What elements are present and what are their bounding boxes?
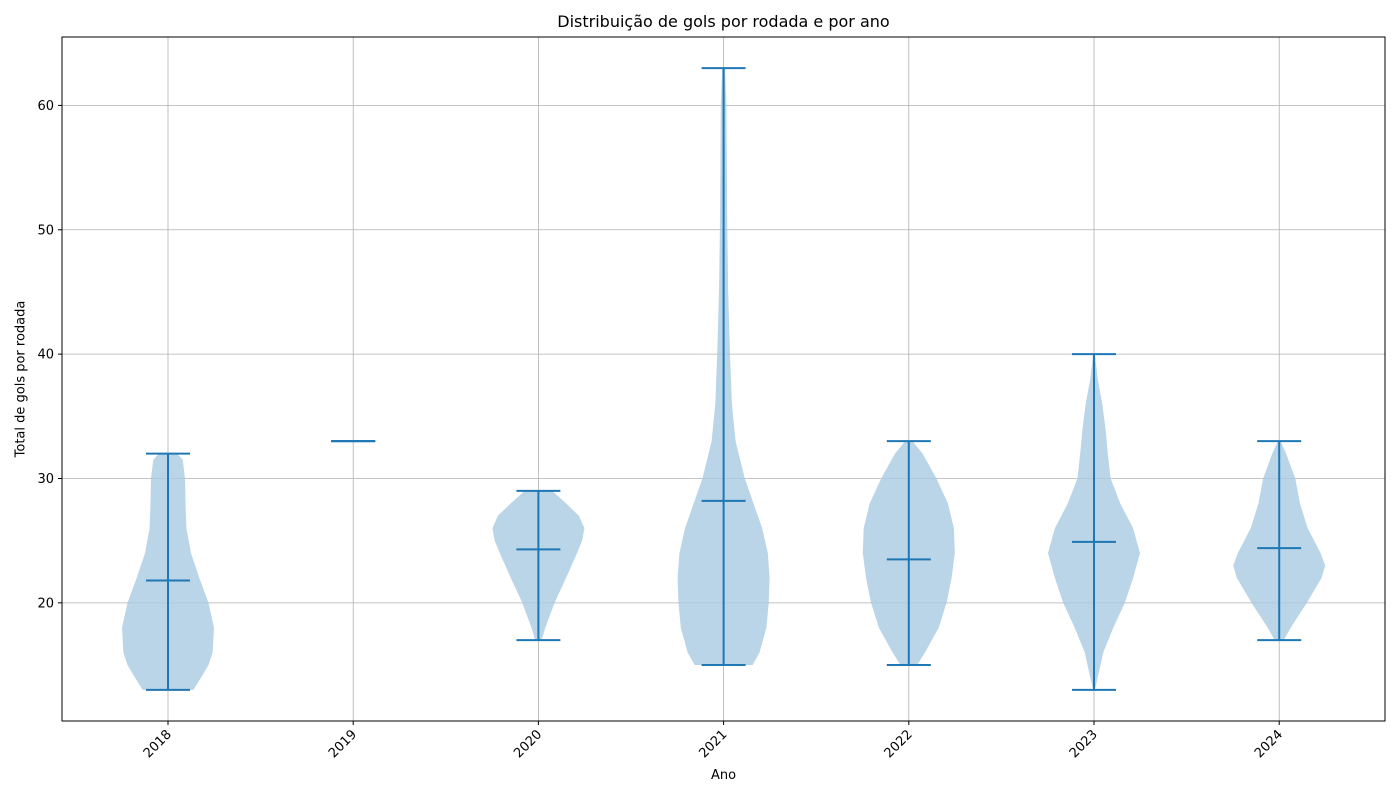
x-tick-label: 2018 <box>141 727 175 761</box>
x-tick-label: 2020 <box>511 727 545 761</box>
x-tick-label: 2022 <box>882 727 916 761</box>
violin-2022 <box>862 440 955 667</box>
violin-2023 <box>1048 353 1140 691</box>
y-tick-label: 20 <box>37 596 54 611</box>
y-tick-label: 50 <box>37 223 54 238</box>
y-tick-label: 40 <box>37 348 54 363</box>
violin-2018 <box>122 452 214 691</box>
violin-2024 <box>1233 440 1326 642</box>
x-tick-label: 2021 <box>696 727 730 761</box>
y-tick-label: 60 <box>37 99 54 114</box>
x-tick-label: 2024 <box>1252 727 1286 761</box>
plot-frame <box>61 36 1386 722</box>
y-tick-label: 30 <box>37 472 54 487</box>
violins <box>122 67 1326 691</box>
chart-title: Distribuição de gols por rodada e por an… <box>557 12 890 31</box>
violin-2020 <box>492 489 585 642</box>
violin-2021 <box>677 67 770 667</box>
x-tick-label: 2023 <box>1067 727 1101 761</box>
x-axis-label: Ano <box>710 768 737 783</box>
y-axis-ticks: 20 30 40 50 60 <box>37 99 62 611</box>
x-axis-ticks: 2018 2019 2020 2021 2022 2023 2024 <box>141 721 1286 761</box>
x-tick-label: 2019 <box>326 727 360 761</box>
